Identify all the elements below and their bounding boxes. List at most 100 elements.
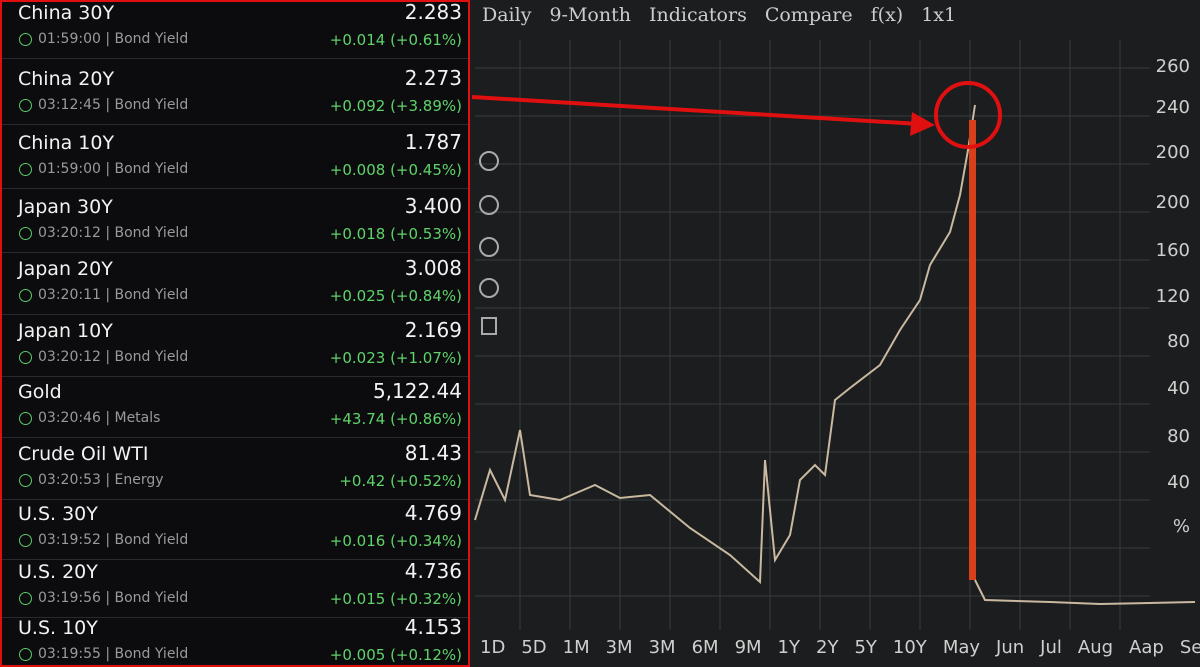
- symbol-price: 5,122.44: [372, 379, 462, 403]
- symbol-change: +0.008 (+0.45%): [329, 161, 462, 179]
- price-line: [474, 104, 976, 585]
- symbol-price: 3.008: [404, 256, 462, 280]
- range-bar: 1D 5D 1M 3M 3M 6M 9M 1Y 2Y 5Y 10Y May Jun Jul Aug Aap Se…: [480, 637, 1200, 658]
- symbol-price: 4.736: [404, 559, 462, 583]
- symbol-time: 01:59:00 | Bond Yield: [38, 161, 189, 177]
- y-label: 80: [1167, 331, 1190, 352]
- symbol-name: U.S. 10Y: [18, 617, 98, 639]
- symbol-name: Japan 10Y: [18, 320, 113, 342]
- range-button[interactable]: 2Y: [816, 637, 839, 658]
- y-label: 120: [1155, 286, 1190, 307]
- arrow-head: [910, 112, 935, 136]
- symbol-time: 03:20:12 | Bond Yield: [38, 349, 189, 365]
- range-button[interactable]: Jul: [1040, 637, 1062, 658]
- range-button[interactable]: 1D: [480, 637, 506, 658]
- clock-icon: [19, 33, 32, 46]
- watchlist-row[interactable]: China 30Y 01:59:00 | Bond Yield 2.283 +0.01…: [2, 0, 468, 59]
- symbol-name: China 20Y: [18, 68, 115, 90]
- clock-icon: [19, 534, 32, 547]
- range-button[interactable]: 10Y: [892, 637, 927, 658]
- toolbar-item[interactable]: Compare: [764, 4, 853, 26]
- symbol-name: Japan 30Y: [18, 196, 113, 218]
- watchlist-row[interactable]: Japan 10Y 03:20:12 | Bond Yield 2.169 +0.02…: [2, 314, 468, 377]
- symbol-time: 01:59:00 | Bond Yield: [38, 31, 189, 47]
- watchlist-row[interactable]: U.S. 30Y 03:19:52 | Bond Yield 4.769 +0.016…: [2, 497, 468, 560]
- symbol-price: 2.169: [404, 318, 462, 342]
- clock-icon: [19, 227, 32, 240]
- clock-icon: [19, 99, 32, 112]
- clock-icon: [19, 412, 32, 425]
- toolbar-item[interactable]: 9-Month: [549, 4, 631, 26]
- range-button[interactable]: 6M: [691, 637, 719, 658]
- range-button[interactable]: Sep: [1179, 637, 1200, 658]
- watchlist-row[interactable]: Japan 20Y 03:20:11 | Bond Yield 3.008 +0.02…: [2, 252, 468, 315]
- symbol-time: 03:20:53 | Energy: [38, 472, 164, 488]
- range-button[interactable]: May: [942, 637, 981, 658]
- watchlist-row[interactable]: China 10Y 01:59:00 | Bond Yield 1.787 +0.00…: [2, 126, 468, 189]
- y-label: 80: [1167, 426, 1190, 447]
- range-button[interactable]: Jun: [996, 637, 1025, 658]
- y-label: %: [1172, 516, 1190, 537]
- clock-icon: [19, 592, 32, 605]
- clock-icon: [19, 351, 32, 364]
- range-button[interactable]: 1M: [562, 637, 590, 658]
- range-button[interactable]: Aug: [1077, 637, 1114, 658]
- clock-icon: [19, 289, 32, 302]
- toolbar: Daily 9-Month Indicators Compare f(x) 1x1: [482, 4, 956, 26]
- range-button[interactable]: 5Y: [854, 637, 877, 658]
- symbol-change: +0.005 (+0.12%): [329, 646, 462, 664]
- symbol-change: +0.015 (+0.32%): [329, 590, 462, 608]
- symbol-price: 81.43: [404, 441, 462, 465]
- symbol-change: +0.42 (+0.52%): [339, 472, 462, 490]
- toolbar-item[interactable]: f(x): [870, 4, 904, 26]
- watchlist-row[interactable]: China 20Y 03:12:45 | Bond Yield 2.273 +0.09…: [2, 62, 468, 125]
- watchlist-row[interactable]: U.S. 20Y 03:19:56 | Bond Yield 4.736 +0.015…: [2, 555, 468, 618]
- arrow: [471, 95, 921, 126]
- range-button[interactable]: 1Y: [777, 637, 800, 658]
- toolbar-item[interactable]: Daily: [482, 4, 532, 26]
- y-label: 40: [1167, 472, 1190, 493]
- symbol-price: 3.400: [404, 194, 462, 218]
- symbol-change: +0.018 (+0.53%): [329, 225, 462, 243]
- highlight-circle: [934, 81, 1002, 149]
- symbol-name: Japan 20Y: [18, 258, 113, 280]
- range-button[interactable]: Aap: [1129, 637, 1164, 658]
- watchlist-row[interactable]: U.S. 10Y 03:19:55 | Bond Yield 4.153 +0.005…: [2, 611, 468, 665]
- drop-candle: [969, 120, 976, 580]
- watchlist-row[interactable]: Crude Oil WTI 03:20:53 | Energy 81.43 +0.42…: [2, 437, 468, 500]
- symbol-price: 2.283: [404, 0, 462, 24]
- watchlist-row[interactable]: Japan 30Y 03:20:12 | Bond Yield 3.400 +0.01…: [2, 190, 468, 253]
- toolbar-item[interactable]: 1x1: [921, 4, 957, 26]
- symbol-change: +0.025 (+0.84%): [329, 287, 462, 305]
- range-button[interactable]: 3M: [605, 637, 633, 658]
- range-button[interactable]: 3M: [648, 637, 676, 658]
- toolbar-item[interactable]: Indicators: [648, 4, 747, 26]
- clock-icon: [19, 474, 32, 487]
- range-button[interactable]: 5D: [521, 637, 547, 658]
- symbol-time: 03:12:45 | Bond Yield: [38, 97, 189, 113]
- symbol-change: +0.016 (+0.34%): [329, 532, 462, 550]
- symbol-time: 03:19:56 | Bond Yield: [38, 590, 189, 606]
- symbol-time: 03:19:52 | Bond Yield: [38, 532, 189, 548]
- range-button[interactable]: 9M: [734, 637, 762, 658]
- symbol-change: +0.092 (+3.89%): [329, 97, 462, 115]
- symbol-time: 03:19:55 | Bond Yield: [38, 646, 189, 662]
- price-line-tail: [974, 579, 1196, 606]
- watchlist-row[interactable]: Gold 03:20:46 | Metals 5,122.44 +43.74 (+0.…: [2, 375, 468, 438]
- symbol-change: +0.014 (+0.61%): [329, 31, 462, 49]
- symbol-name: U.S. 20Y: [18, 561, 98, 583]
- symbol-name: U.S. 30Y: [18, 503, 98, 525]
- y-label: 240: [1155, 97, 1190, 118]
- symbol-time: 03:20:46 | Metals: [38, 410, 161, 426]
- symbol-price: 2.273: [404, 66, 462, 90]
- symbol-name: Gold: [18, 381, 62, 403]
- symbol-name: China 10Y: [18, 132, 115, 154]
- y-label: 40: [1167, 378, 1190, 399]
- symbol-change: +0.023 (+1.07%): [329, 349, 462, 367]
- symbol-time: 03:20:11 | Bond Yield: [38, 287, 189, 303]
- symbol-price: 4.769: [404, 501, 462, 525]
- clock-icon: [19, 648, 32, 661]
- y-label: 200: [1155, 192, 1190, 213]
